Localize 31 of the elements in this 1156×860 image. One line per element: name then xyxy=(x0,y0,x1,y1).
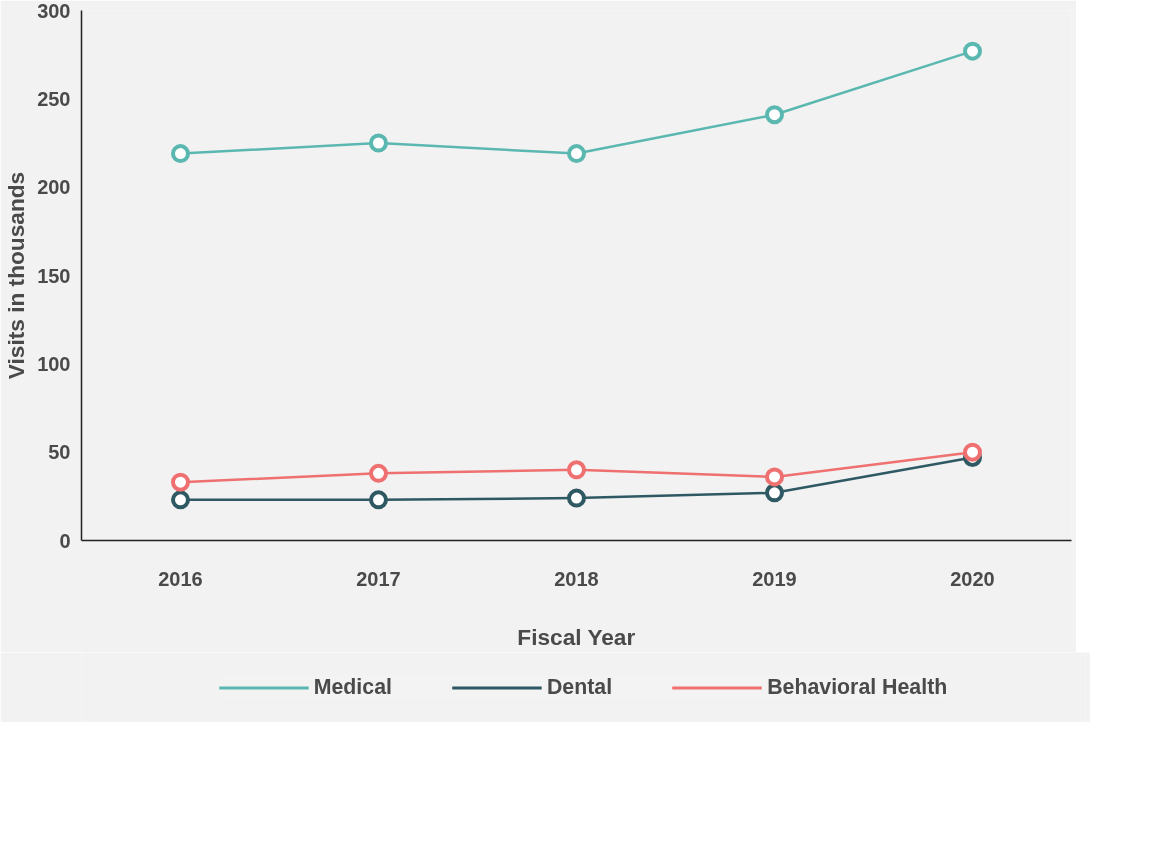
y-tick-label: 50 xyxy=(48,441,71,464)
legend-label: Medical xyxy=(313,674,392,700)
point xyxy=(567,144,586,164)
legend-label: Dental xyxy=(546,674,613,700)
point xyxy=(765,467,784,487)
x-tick-label: 2017 xyxy=(356,567,401,590)
point xyxy=(963,41,982,61)
point xyxy=(171,490,190,510)
y-axis-title: Visits in thousands xyxy=(3,171,30,380)
point xyxy=(369,490,388,510)
point xyxy=(171,472,190,492)
point xyxy=(171,144,190,164)
y-tick-label: 150 xyxy=(37,264,71,287)
y-tick-label: 100 xyxy=(37,352,71,375)
point xyxy=(369,133,388,153)
x-tick-label: 2020 xyxy=(950,567,995,590)
y-tick-label: 200 xyxy=(37,176,71,199)
x-axis-title: Fiscal Year xyxy=(517,623,636,650)
point xyxy=(765,105,784,125)
point xyxy=(369,463,388,483)
x-tick-label: 2016 xyxy=(158,567,203,590)
x-tick-label: 2019 xyxy=(752,567,797,590)
legend-label: Behavioral Health xyxy=(767,674,948,700)
y-tick-label: 300 xyxy=(37,0,71,22)
y-tick-label: 0 xyxy=(59,529,71,552)
point xyxy=(567,460,586,480)
y-tick-label: 250 xyxy=(37,87,71,110)
point xyxy=(765,483,784,503)
x-tick-label: 2018 xyxy=(554,567,599,590)
point xyxy=(963,442,982,462)
point xyxy=(567,488,586,508)
